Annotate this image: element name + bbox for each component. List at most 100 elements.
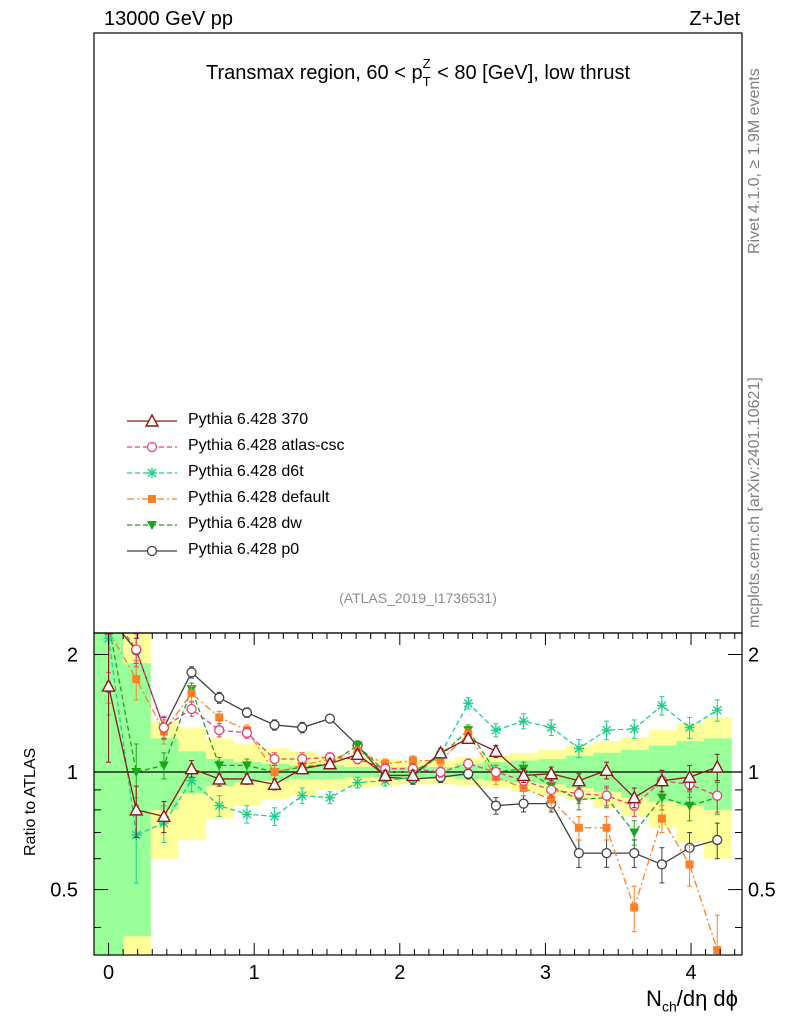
x-tick-label: 0: [103, 962, 114, 984]
y-tick-label: 2: [67, 644, 78, 666]
legend-symbol: [146, 545, 158, 557]
data-point: [352, 741, 363, 751]
data-point: [101, 678, 116, 692]
series-layer: [101, 605, 725, 955]
data-point: [546, 784, 557, 796]
data-point: [214, 761, 225, 771]
data-point: [518, 798, 529, 809]
data-point: [436, 756, 445, 765]
data-point: [241, 809, 252, 820]
data-point: [544, 766, 559, 780]
data-point: [156, 808, 172, 823]
data-point: [104, 620, 114, 629]
collision-energy-label: 13000 GeV pp: [104, 8, 233, 30]
band-inner-bin: [621, 749, 649, 798]
legend-symbol: [146, 441, 158, 453]
process-label: Z+Jet: [689, 8, 740, 30]
axes-layer: 0 1 2 3 4 0.5 0.5 1 1 2 2: [50, 32, 776, 984]
data-point: [269, 811, 280, 822]
data-point: [269, 719, 280, 731]
x-tick-label: 1: [249, 962, 260, 984]
data-point: [433, 745, 448, 759]
data-point: [104, 612, 113, 621]
data-point: [214, 800, 225, 811]
data-point: [269, 753, 280, 765]
data-point: [710, 759, 725, 773]
data-point: [627, 790, 642, 804]
ratio-panel-frame: [93, 632, 743, 956]
data-point: [297, 790, 308, 801]
data-point: [241, 727, 253, 738]
y-tick-label-right: 0.5: [748, 880, 776, 902]
data-point: [352, 777, 363, 788]
legend-symbol: [147, 521, 157, 530]
legend-label-atlas-csc: Pythia 6.428 atlas-csc: [188, 437, 345, 454]
legend-markers: [127, 413, 177, 557]
rivet-version-label: Rivet 4.1.0, ≥ 1.9M events: [746, 68, 763, 254]
data-point: [713, 946, 722, 955]
data-point: [214, 725, 225, 736]
data-point: [712, 790, 723, 801]
x-tick-label: 3: [540, 962, 551, 984]
legend-marker-atlas_csc: [127, 441, 177, 453]
data-point: [104, 605, 113, 614]
data-point: [270, 768, 279, 777]
data-point: [629, 723, 640, 734]
data-point: [490, 800, 502, 811]
data-point: [322, 756, 338, 770]
data-point: [435, 766, 446, 778]
x-tick-label: 2: [394, 962, 405, 984]
data-point: [574, 823, 583, 832]
legend-marker-d6t: [127, 468, 177, 478]
data-point: [463, 768, 474, 779]
x-axis-label: Nch/dη dϕ: [646, 986, 738, 1015]
data-point: [324, 713, 336, 724]
data-point: [629, 847, 640, 859]
data-point: [132, 675, 141, 684]
data-point: [518, 716, 529, 727]
legend-symbol: [148, 495, 156, 503]
y-tick-label-right: 2: [748, 644, 759, 666]
mc-uncertainty-bands: [94, 633, 742, 955]
data-point: [684, 801, 695, 811]
x-tick-label: 4: [685, 962, 696, 984]
data-point: [684, 722, 695, 733]
data-point: [573, 788, 585, 799]
legend-label-dw: Pythia 6.428 dw: [188, 515, 302, 532]
data-point: [297, 722, 308, 733]
data-point: [654, 773, 670, 787]
legend-marker-default: [127, 495, 177, 503]
data-point: [490, 766, 502, 778]
data-point: [350, 746, 365, 761]
data-point: [602, 823, 611, 832]
analysis-id-label: (ATLAS_2019_I1736531): [339, 590, 497, 606]
legend-label-p0: Pythia 6.428 p0: [188, 541, 300, 558]
data-point: [184, 761, 199, 775]
data-point: [488, 743, 504, 758]
legend-marker-p0: [127, 545, 177, 557]
data-point: [408, 756, 417, 765]
data-point: [546, 722, 557, 733]
data-point: [461, 730, 476, 745]
legend-label-370: Pythia 6.428 370: [188, 411, 309, 428]
data-point: [215, 713, 224, 722]
data-point: [656, 793, 667, 803]
data-point: [324, 792, 335, 803]
legend-symbol: [144, 413, 160, 427]
data-point: [571, 773, 587, 787]
data-point: [682, 769, 697, 783]
y-tick-label: 1: [67, 762, 78, 784]
series-atlas_csc: [104, 605, 723, 817]
data-point: [685, 860, 694, 869]
data-point: [463, 758, 474, 769]
data-point: [656, 859, 668, 870]
data-point: [129, 802, 144, 816]
data-point: [405, 767, 421, 782]
data-point: [241, 707, 253, 718]
data-point: [187, 689, 196, 698]
series-p370: [101, 633, 725, 838]
data-point: [601, 725, 612, 736]
data-point: [601, 847, 612, 859]
data-point: [712, 834, 723, 846]
band-inner-bin: [123, 663, 151, 937]
